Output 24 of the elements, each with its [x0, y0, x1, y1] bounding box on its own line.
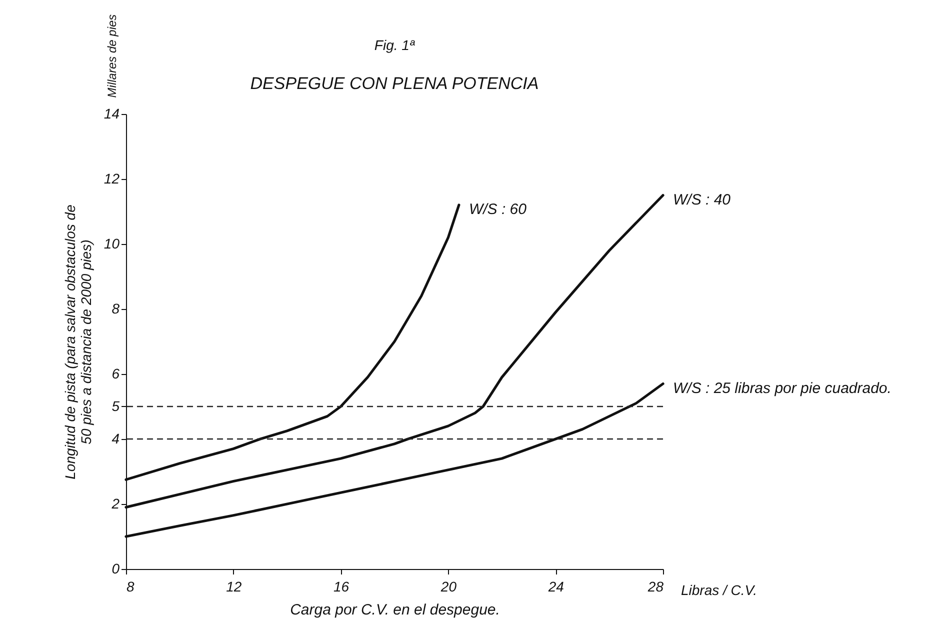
series-label: W/S : 40 — [673, 191, 732, 208]
x-axis-title: Carga por C.V. en el despegue. — [290, 602, 500, 618]
y-tick-label: 6 — [112, 366, 120, 382]
x-tick-label: 16 — [334, 578, 350, 594]
y-tick-label: 14 — [104, 106, 120, 122]
x-tick-label: 28 — [646, 578, 664, 594]
y-tick-label: 10 — [104, 236, 120, 252]
x-tick-label: 24 — [547, 578, 564, 594]
y-tick-label: 2 — [110, 496, 120, 512]
chart-title: DESPEGUE CON PLENA POTENCIA — [250, 74, 539, 93]
y-axis-title: Longitud de pista (para salvar obstaculos de 50 pies a distancia de 2000 pies) — [62, 204, 94, 480]
series-label: W/S : 25 libras por pie cuadrado. — [673, 380, 892, 397]
y-tick-label: 12 — [104, 170, 120, 186]
text: Millares de pies — [105, 14, 119, 98]
y-tick-label: 5 — [112, 398, 120, 414]
y-tick-label: 0 — [112, 560, 120, 576]
x-tick-label: 8 — [126, 578, 134, 594]
series-label: W/S : 60 — [468, 201, 528, 218]
y-tick-label: 8 — [112, 300, 120, 316]
caption: Fig. 1ª — [374, 37, 416, 53]
x-tick-label: 20 — [440, 578, 457, 594]
y-tick-label: 4 — [112, 430, 120, 446]
x-tick-label: 12 — [226, 578, 242, 594]
text: Libras / C.V. — [681, 582, 757, 598]
